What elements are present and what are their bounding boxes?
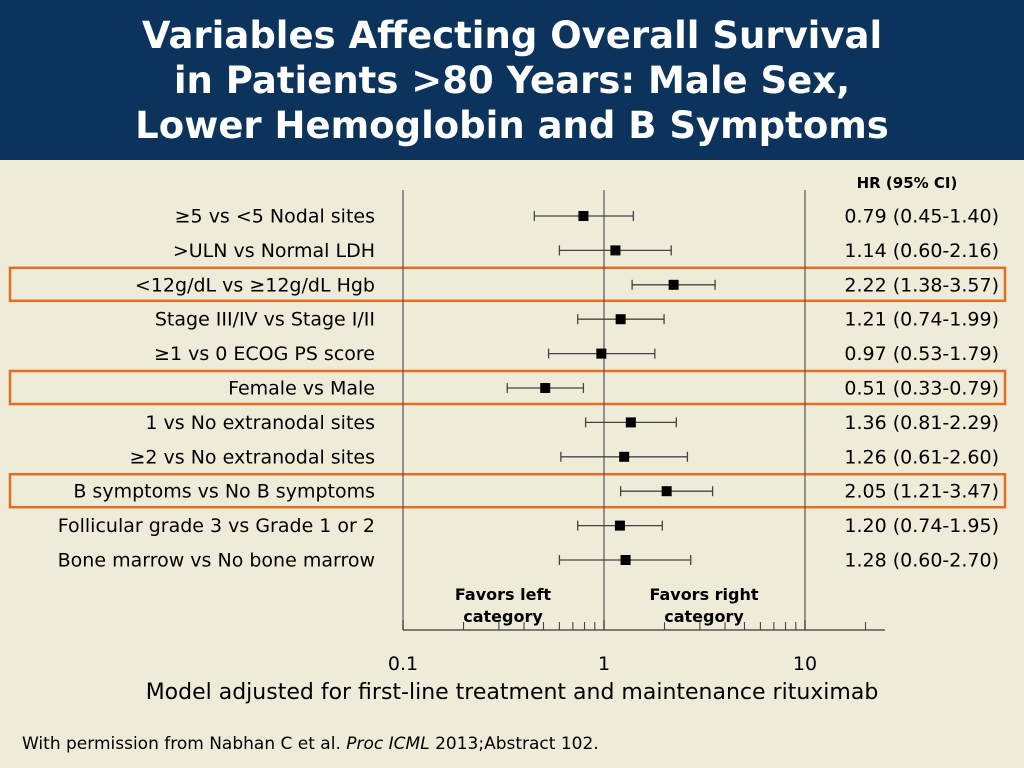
citation: With permission from Nabhan C et al. Pro… — [22, 734, 599, 754]
title-bar: Variables Affecting Overall Survival in … — [0, 0, 1024, 160]
row-label: ≥2 vs No extranodal sites — [129, 446, 375, 468]
row-label: Follicular grade 3 vs Grade 1 or 2 — [58, 515, 375, 537]
hr-ci-text: 1.20 (0.74-1.95) — [844, 515, 999, 537]
x-tick-label: 0.1 — [388, 653, 418, 675]
hr-point — [668, 279, 679, 290]
highlight-box — [8, 266, 1007, 303]
row-label: >ULN vs Normal LDH — [173, 240, 375, 262]
hr-point — [615, 314, 626, 325]
row-label: Female vs Male — [228, 378, 375, 400]
hr-point — [619, 451, 630, 462]
row-label: <12g/dL vs ≥12g/dL Hgb — [135, 274, 375, 296]
citation-prefix: With permission from Nabhan C et al. — [22, 734, 347, 754]
x-tick-label: 10 — [793, 653, 817, 675]
hr-point — [610, 245, 621, 256]
row-label: ≥5 vs <5 Nodal sites — [175, 206, 375, 228]
row-label: 1 vs No extranodal sites — [145, 412, 375, 434]
hr-ci-text: 1.21 (0.74-1.99) — [844, 309, 999, 331]
row-label: Bone marrow vs No bone marrow — [58, 550, 375, 572]
row-label: Stage III/IV vs Stage I/II — [155, 309, 375, 331]
highlight-box — [8, 472, 1007, 509]
favors-right-label: Favors right category — [649, 585, 758, 626]
hr-header: HR (95% CI) — [857, 174, 958, 192]
citation-suffix: 2013;Abstract 102. — [429, 734, 599, 754]
model-footnote: Model adjusted for first-line treatment … — [145, 680, 879, 705]
hr-ci-text: 1.28 (0.60-2.70) — [844, 550, 999, 572]
hr-ci-text: 1.14 (0.60-2.16) — [844, 240, 999, 262]
citation-journal: Proc ICML — [346, 734, 430, 754]
hr-ci-text: 2.05 (1.21-3.47) — [844, 481, 999, 503]
hr-ci-text: 2.22 (1.38-3.57) — [844, 274, 999, 296]
hr-point — [620, 555, 631, 565]
forest-plot: HR (95% CI) ≥5 vs <5 Nodal sites 0.79 (0.4… — [8, 174, 1007, 675]
hr-point — [625, 417, 636, 428]
row-label: B symptoms vs No B symptoms — [73, 481, 375, 503]
favors-left-label: Favors left category — [455, 585, 551, 626]
hr-ci-text: 1.26 (0.61-2.60) — [844, 446, 999, 468]
hr-point — [596, 348, 607, 359]
hr-ci-text: 1.36 (0.81-2.29) — [844, 412, 999, 434]
x-tick-label: 1 — [598, 653, 610, 675]
hr-point — [661, 486, 672, 497]
row-label: ≥1 vs 0 ECOG PS score — [154, 343, 375, 365]
slide-title: Variables Affecting Overall Survival in … — [135, 13, 889, 147]
highlight-box — [8, 369, 1007, 406]
hr-ci-text: 0.79 (0.45-1.40) — [844, 206, 999, 228]
hr-point — [540, 383, 551, 393]
hr-point — [614, 520, 625, 531]
hr-ci-text: 0.51 (0.33-0.79) — [844, 378, 999, 400]
hr-ci-text: 0.97 (0.53-1.79) — [844, 343, 999, 365]
hr-point — [578, 211, 589, 221]
